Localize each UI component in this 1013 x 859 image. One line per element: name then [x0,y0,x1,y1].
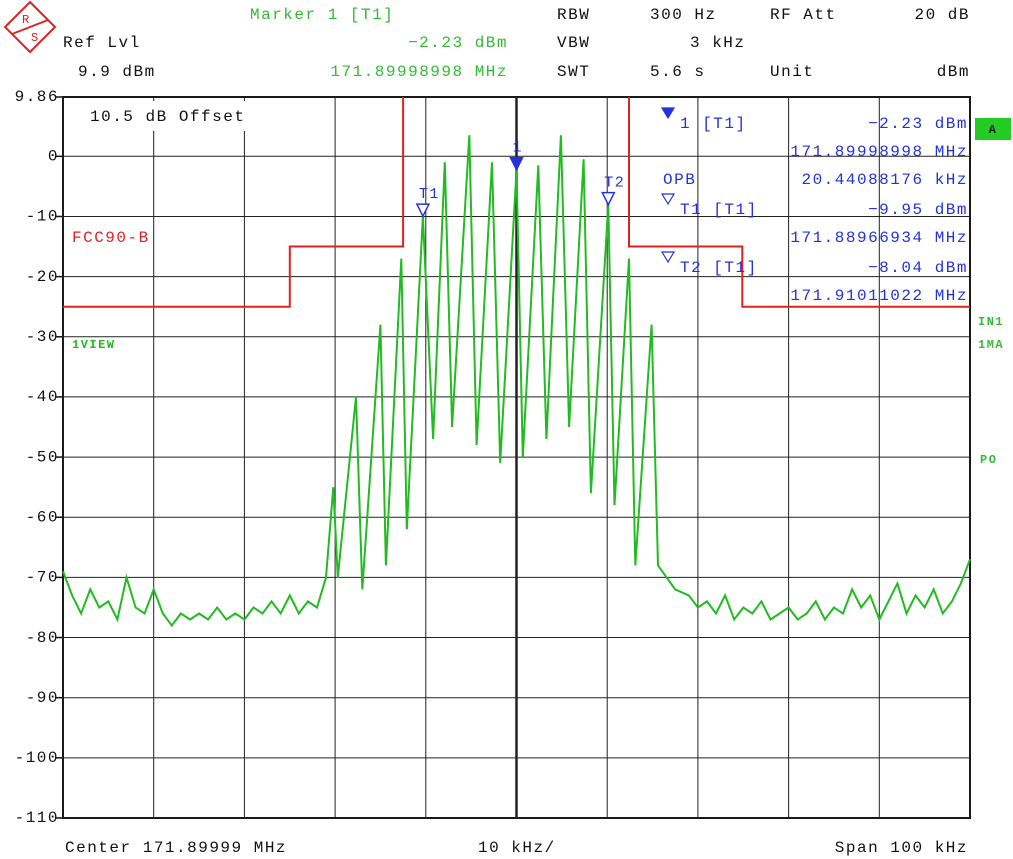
readout-name: T2 [T1] [680,259,758,277]
y-tick-label: -70 [26,569,59,587]
marker-tag: 1 [513,140,524,157]
readout-freq: 171.89998998 MHz [790,143,968,161]
y-tick-label: -60 [26,508,59,526]
y-tick-label: 9.86 [15,88,59,106]
readout-value: −2.23 dBm [868,115,968,133]
series-label: FCC90-B [72,229,150,247]
side-in1: IN1 [978,315,1004,329]
y-tick-label: -20 [26,268,59,286]
readout-name: T1 [T1] [680,201,758,219]
grid [56,96,971,819]
y-tick-label: -110 [15,809,59,827]
traces [62,97,971,628]
rbw-label: RBW [557,6,590,24]
readout-value: −8.04 dBm [868,259,968,277]
side-a-box [975,118,1011,140]
readout-symbol [660,107,676,120]
unit-label: Unit [770,63,814,81]
y-tick-label: -100 [15,749,59,767]
obw-value: 20.44088176 kHz [801,171,968,189]
offset-note: 10.5 dB Offset [90,108,245,126]
marker [415,203,431,218]
marker-freq: 171.89998998 MHz [330,63,508,81]
ref-lvl-label: Ref Lvl [63,34,141,52]
readout-symbol [660,251,676,264]
footer-center: Center 171.89999 MHz [65,839,287,857]
rf-att-label: RF Att [770,6,837,24]
obw-label: OPB [663,171,696,189]
y-tick-label: 0 [48,148,59,166]
y-tick-label: -30 [26,328,59,346]
y-tick-label: -80 [26,629,59,647]
logo-r: R [22,13,31,27]
readout-freq: 171.88966934 MHz [790,229,968,247]
unit: dBm [937,63,970,81]
offset-box [66,101,281,131]
footer-div: 10 kHz/ [478,839,556,857]
side-1ma: 1MA [978,338,1004,352]
series-label: 1VIEW [72,338,116,352]
readout-freq: 171.91011022 MHz [790,287,968,305]
readout-value: −9.95 dBm [868,201,968,219]
marker-readout: 1 [T1] −2.23 dBm 171.89998998 MHz T1 [T1] −9… [660,107,968,305]
readout-symbol [660,193,676,206]
y-tick-label: -50 [26,448,59,466]
rbw: 300 Hz [650,6,717,24]
y-tick-label: -90 [26,689,59,707]
marker-label: Marker 1 [T1] [250,6,394,24]
marker [509,156,524,172]
swt: 5.6 s [650,63,706,81]
trace [63,97,970,308]
vbw-label: VBW [557,34,590,52]
marker-level: −2.23 dBm [408,34,508,52]
marker [601,191,616,207]
marker-tag: T2 [604,175,625,192]
side-po: PO [980,453,997,467]
marker-tag: T1 [419,186,440,203]
vbw: 3 kHz [690,34,746,52]
y-tick-label: -40 [26,388,59,406]
footer-span: Span 100 kHz [835,839,968,857]
logo: R S [3,0,57,54]
side-a: A [989,123,998,137]
y-tick-label: -10 [26,208,59,226]
ref-lvl: 9.9 dBm [78,63,156,81]
readout-name: 1 [T1] [680,115,747,133]
swt-label: SWT [557,63,590,81]
logo-stroke [11,19,49,35]
rf-att: 20 dB [914,6,970,24]
logo-s: S [31,31,40,45]
